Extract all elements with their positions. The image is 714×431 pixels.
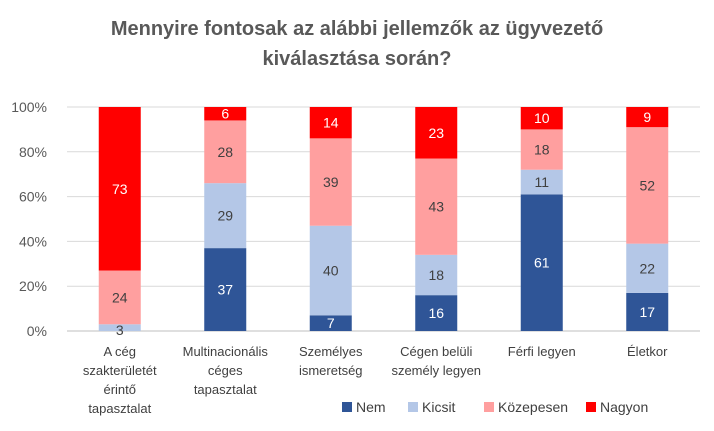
bar-segment-közepesen <box>309 138 352 226</box>
y-tick-label: 80% <box>19 144 47 160</box>
category-label: személy legyen <box>391 363 481 378</box>
category-label: Cégen belüli <box>400 344 472 359</box>
category-label: tapasztalat <box>88 401 151 416</box>
legend-label: Közepesen <box>498 399 568 415</box>
chart-title-line-1: Mennyire fontosak az alábbi jellemzők az… <box>110 18 604 40</box>
data-label: 7 <box>327 315 335 331</box>
data-label: 9 <box>643 109 651 125</box>
legend-swatch-nem <box>342 402 352 412</box>
y-tick-label: 20% <box>19 278 47 294</box>
bar-segment-nem <box>309 315 352 331</box>
data-label: 18 <box>534 142 550 158</box>
legend-swatch-nagyon <box>586 402 596 412</box>
category-label: ismeretség <box>299 363 363 378</box>
data-label: 16 <box>428 305 444 321</box>
bar-segment-kicsit <box>626 243 669 293</box>
category-label: tapasztalat <box>194 382 257 397</box>
legend-label: Kicsit <box>422 399 456 415</box>
bar-segment-nagyon <box>204 107 247 121</box>
bar-segment-kicsit <box>415 254 458 296</box>
data-label: 22 <box>639 260 655 276</box>
bar-segment-nagyon <box>309 107 352 139</box>
category-label: érintő <box>103 382 136 397</box>
data-label: 73 <box>112 181 128 197</box>
legend-swatch-közepesen <box>484 402 494 412</box>
data-label: 14 <box>323 115 339 131</box>
y-tick-label: 0% <box>27 323 47 339</box>
data-label: 6 <box>221 106 229 122</box>
bar-segment-nem <box>626 292 669 331</box>
y-tick-label: 100% <box>11 99 47 115</box>
category-label: szakterületét <box>83 363 157 378</box>
category-label: céges <box>208 363 243 378</box>
bar-segment-nagyon <box>415 107 458 159</box>
bar-segment-közepesen <box>520 129 563 170</box>
data-label: 61 <box>534 255 550 271</box>
bar-segment-nem <box>520 194 563 331</box>
data-label: 43 <box>428 199 444 215</box>
data-label: 37 <box>217 282 233 298</box>
data-label: 11 <box>534 174 549 190</box>
legend-label: Nagyon <box>600 399 648 415</box>
data-label: 40 <box>323 263 339 279</box>
bar-segment-nem <box>415 295 458 331</box>
chart-title: Mennyire fontosak az alábbi jellemzők az… <box>0 14 714 74</box>
data-label: 3 <box>116 322 124 338</box>
bar-segment-közepesen <box>98 270 141 325</box>
bar-segment-közepesen <box>415 158 458 255</box>
category-label: A cég <box>103 344 136 359</box>
data-label: 28 <box>217 144 233 160</box>
y-tick-label: 40% <box>19 233 47 249</box>
data-label: 23 <box>428 125 444 141</box>
category-label: Életkor <box>627 344 668 359</box>
bar-segment-közepesen <box>204 120 247 184</box>
chart-title-line-2: kiválasztása során? <box>262 48 452 70</box>
category-label: Multinacionális <box>183 344 269 359</box>
data-label: 10 <box>534 110 550 126</box>
legend-swatch-kicsit <box>408 402 418 412</box>
legend-label: Nem <box>356 399 386 415</box>
category-label: Személyes <box>299 344 363 359</box>
data-label: 17 <box>639 304 655 320</box>
y-tick-label: 60% <box>19 189 47 205</box>
data-label: 29 <box>217 208 233 224</box>
bar-segment-kicsit <box>204 183 247 249</box>
bar-segment-kicsit <box>98 324 141 331</box>
bar-segment-kicsit <box>309 225 352 316</box>
bar-segment-nem <box>204 248 247 331</box>
data-label: 52 <box>639 177 655 193</box>
bar-segment-nagyon <box>626 107 669 128</box>
data-label: 18 <box>428 267 444 283</box>
data-label: 24 <box>112 289 128 305</box>
bar-segment-kicsit <box>520 169 563 195</box>
category-label: Férfi legyen <box>508 344 576 359</box>
bar-segment-közepesen <box>626 127 669 244</box>
bar-segment-nagyon <box>520 107 563 130</box>
data-label: 39 <box>323 174 339 190</box>
bar-segment-nagyon <box>98 107 141 271</box>
